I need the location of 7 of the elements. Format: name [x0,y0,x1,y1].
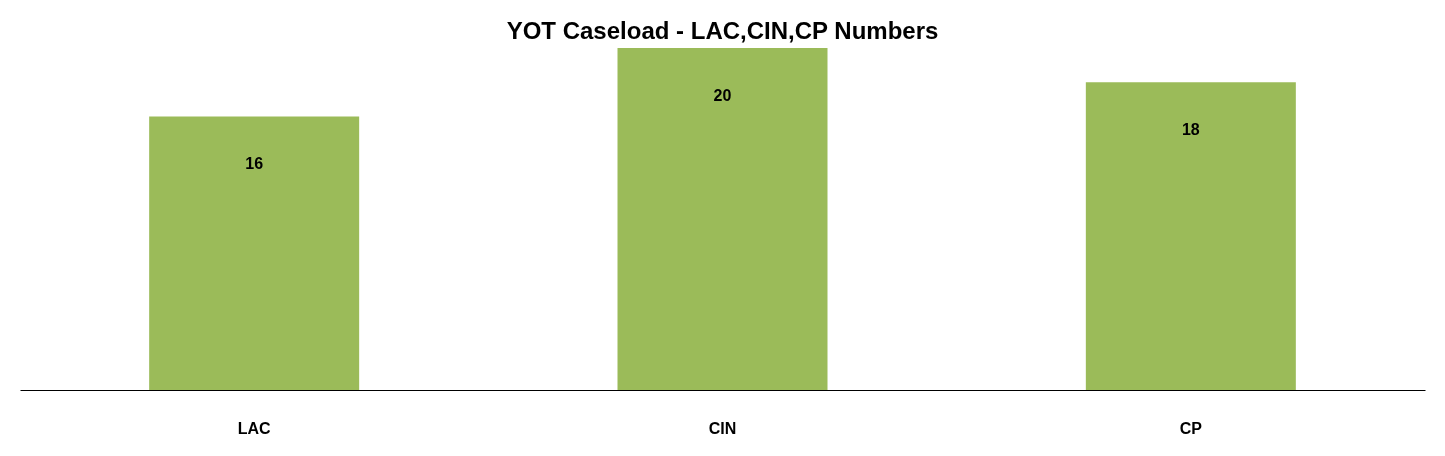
data-label: 16 [245,155,264,173]
x-tick-label: CP [1179,419,1203,437]
data-label: 18 [1181,121,1200,139]
x-tick-label: CIN [708,419,737,437]
data-label: 20 [713,87,732,104]
chart-title: YOT Caseload - LAC,CIN,CP Numbers [506,17,939,44]
x-tick-label: LAC [237,419,272,437]
